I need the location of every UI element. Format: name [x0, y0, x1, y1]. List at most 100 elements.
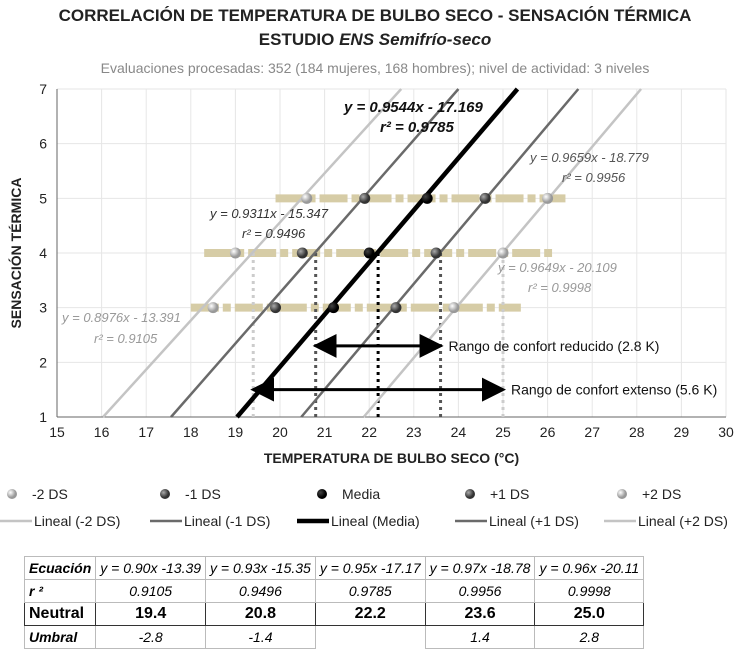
legend-label: Media — [342, 486, 380, 502]
cell: 0.9956 — [424, 579, 536, 603]
legend-marker — [7, 489, 17, 499]
x-tick-label: 30 — [718, 424, 734, 440]
cell: y = 0.97x -18.78 — [424, 556, 536, 580]
legend-label: +2 DS — [642, 486, 681, 502]
summary-table: Ecuación y = 0.90x -13.39 y = 0.93x -15.3… — [23, 556, 645, 649]
x-tick-label: 29 — [674, 424, 690, 440]
data-point — [479, 192, 491, 204]
legend-trend-label: Lineal (Media) — [331, 513, 420, 529]
data-point — [301, 192, 313, 204]
x-tick-label: 27 — [584, 424, 600, 440]
cell: 2.8 — [534, 625, 645, 649]
r2-label: r² = 0.9998 — [528, 280, 592, 295]
data-point — [359, 192, 371, 204]
cell: y = 0.95x -17.17 — [314, 556, 426, 580]
legend-trend-label: Lineal (+2 DS) — [638, 513, 728, 529]
r2-label: r² = 0.9496 — [242, 226, 306, 241]
x-axis-label: TEMPERATURA DE BULBO SECO (°C) — [264, 450, 519, 466]
cell: y = 0.93x -15.35 — [205, 556, 316, 580]
title2-em: ENS Semifrío-seco — [339, 30, 492, 49]
chart: 15 16 17 18 19 20 21 22 23 24 25 26 27 28 29 301234567T… — [0, 81, 734, 529]
legend-marker — [617, 489, 627, 499]
legend-trend-label: Lineal (-2 DS) — [34, 513, 120, 529]
data-point — [421, 192, 433, 204]
cell: 1.4 — [424, 625, 536, 649]
chart-title-2: ESTUDIO ENS Semifrío-seco — [0, 30, 750, 50]
legend-label: +1 DS — [490, 486, 529, 502]
cell: 22.2 — [314, 602, 426, 626]
data-point — [328, 302, 340, 314]
x-tick-label: 15 — [49, 424, 65, 440]
cell: -2.8 — [95, 625, 207, 649]
data-point — [296, 247, 308, 259]
x-tick-label: 24 — [451, 424, 467, 440]
legend-label: -1 DS — [185, 486, 221, 502]
legend-label: -2 DS — [32, 486, 68, 502]
data-point — [542, 192, 554, 204]
y-tick-label: 5 — [39, 190, 47, 206]
chart-subtitle: Evaluaciones procesadas: 352 (184 mujere… — [100, 60, 650, 76]
equation-label: y = 0.9311x - 15.347 — [209, 206, 329, 221]
trend-line — [102, 88, 403, 418]
legend-marker — [160, 489, 170, 499]
y-tick-label: 4 — [39, 245, 47, 261]
x-tick-label: 17 — [138, 424, 154, 440]
data-point — [430, 247, 442, 259]
x-tick-label: 22 — [361, 424, 377, 440]
data-point — [270, 302, 282, 314]
data-point — [390, 302, 402, 314]
x-tick-label: 20 — [272, 424, 288, 440]
row-header: r ² — [23, 579, 97, 603]
data-point — [497, 247, 509, 259]
equation-label: y = 0.8976x - 13.391 — [61, 310, 181, 325]
data-point — [363, 247, 375, 259]
equation-label: y = 0.9659x - 18.779 — [529, 150, 649, 165]
row-header: Ecuación — [23, 556, 97, 580]
legend-marker — [317, 489, 327, 499]
cell: 25.0 — [534, 602, 645, 626]
trend-line — [170, 88, 460, 418]
cell — [314, 625, 426, 649]
x-tick-label: 21 — [317, 424, 333, 440]
y-tick-label: 7 — [39, 81, 47, 97]
r2-label: r² = 0.9105 — [94, 331, 158, 346]
row-header: Neutral — [23, 602, 97, 626]
cell: y = 0.90x -13.39 — [95, 556, 207, 580]
data-point — [229, 247, 241, 259]
cell: 0.9998 — [534, 579, 645, 603]
data-point — [207, 302, 219, 314]
y-tick-label: 1 — [39, 409, 47, 425]
cell: -1.4 — [205, 625, 316, 649]
x-tick-label: 18 — [183, 424, 199, 440]
x-tick-label: 25 — [495, 424, 511, 440]
y-axis-label: SENSACIÓN TÉRMICA — [7, 178, 24, 329]
x-tick-label: 28 — [629, 424, 645, 440]
y-tick-label: 3 — [39, 300, 47, 316]
chart-title: CORRELACIÓN DE TEMPERATURA DE BULBO SECO… — [58, 6, 692, 25]
cell: 0.9785 — [314, 579, 426, 603]
trend-line — [235, 87, 520, 419]
x-tick-label: 26 — [540, 424, 556, 440]
x-tick-label: 23 — [406, 424, 422, 440]
legend-trend-label: Lineal (-1 DS) — [184, 513, 270, 529]
range-label: Rango de confort extenso (5.6 K) — [511, 382, 717, 398]
cell: 23.6 — [424, 602, 536, 626]
cell: 0.9105 — [95, 579, 207, 603]
title2-prefix: ESTUDIO — [258, 30, 340, 49]
legend-trend-label: Lineal (+1 DS) — [489, 513, 579, 529]
r2-label: r² = 0.9956 — [562, 170, 626, 185]
y-tick-label: 2 — [39, 354, 47, 370]
cell: 0.9496 — [205, 579, 316, 603]
equation-label: y = 0.9544x - 17.169 — [343, 99, 484, 116]
r2-label: r² = 0.9785 — [380, 119, 454, 136]
cell: y = 0.96x -20.11 — [534, 556, 645, 580]
equation-label: y = 0.9649x - 20.109 — [497, 260, 617, 275]
range-label: Rango de confort reducido (2.8 K) — [449, 338, 660, 354]
legend-marker — [465, 489, 475, 499]
data-point — [448, 302, 460, 314]
x-tick-label: 19 — [228, 424, 244, 440]
y-tick-label: 6 — [39, 136, 47, 152]
cell: 19.4 — [95, 602, 207, 626]
cell: 20.8 — [205, 602, 316, 626]
row-header: Umbral — [23, 625, 97, 649]
